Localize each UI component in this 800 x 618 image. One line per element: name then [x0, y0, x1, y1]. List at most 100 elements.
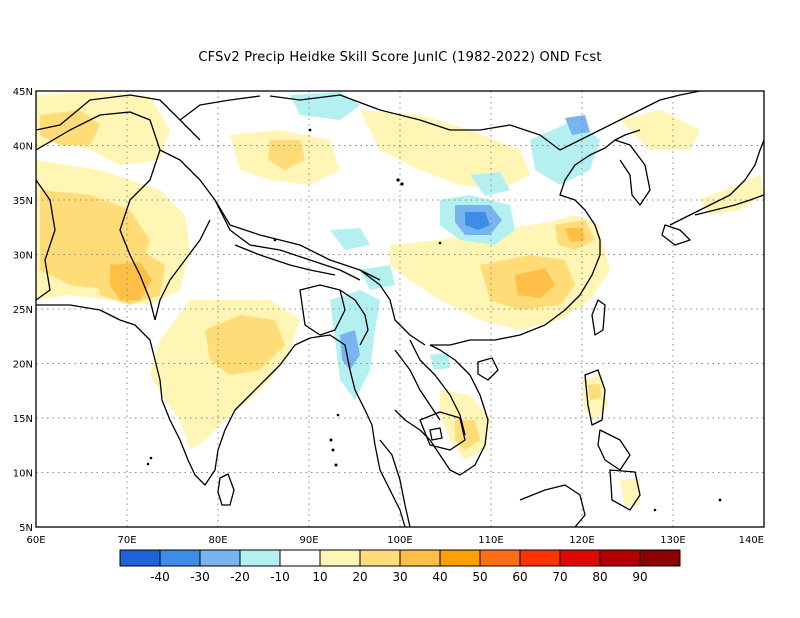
border-laos-vietnam: [409, 339, 466, 436]
plot-frame: [35, 90, 765, 528]
lat-tick: 10N: [13, 469, 33, 480]
coast-visayas: [597, 429, 631, 471]
coast-japan-honshu: [669, 139, 764, 226]
border-mongolia-china: [269, 94, 561, 151]
shade-yangtze-core: [565, 228, 585, 242]
lon-tick: 140E: [739, 535, 764, 546]
colorbar-labels: -40 -30 -20 -10 10 20 30 40 50 60 70 80 …: [150, 570, 647, 584]
shade-south-china-core: [515, 268, 555, 298]
colorbar-label: 70: [552, 570, 567, 584]
border-kazakh: [179, 95, 261, 121]
border-nepal-bhutan: [234, 244, 336, 276]
coast-taiwan: [591, 299, 606, 336]
shade-north-china-blue: [530, 120, 600, 185]
colorbar-swatch: [399, 549, 441, 567]
lake-tonle-sap: [429, 427, 443, 441]
coast-malay: [379, 439, 411, 527]
border-india-myanmar: [339, 289, 369, 346]
shade-sw-china-blue: [360, 265, 395, 290]
shade-luzon: [588, 384, 601, 400]
colorbar: [119, 549, 681, 567]
shade-mongolia-blue: [290, 92, 360, 120]
colorbar-swatch: [519, 549, 561, 567]
shade-tibet-spot: [268, 140, 305, 170]
lat-tick: 45N: [13, 87, 33, 98]
colorbar-swatch: [279, 549, 321, 567]
colorbar-label: 60: [512, 570, 527, 584]
border-china-russia: [559, 91, 701, 151]
shade-northwest: [36, 92, 170, 165]
colorbar-swatch: [439, 549, 481, 567]
colorbar-swatch: [159, 549, 201, 567]
border-china-west: [159, 149, 381, 281]
lon-tick: 120E: [569, 535, 594, 546]
colorbar-swatch: [319, 549, 361, 567]
lat-tick: 15N: [13, 414, 33, 425]
colorbar-label: 30: [392, 570, 407, 584]
shade-hainan-blue: [430, 352, 450, 370]
coast-bengal-east: [309, 334, 406, 527]
colorbar-label: -10: [270, 570, 290, 584]
coast-sri-lanka: [217, 473, 235, 506]
coast-japan-east: [694, 194, 764, 216]
shade-north-china-core: [565, 115, 590, 135]
lon-tick: 70E: [117, 535, 136, 546]
shade-myanmar-core: [340, 330, 360, 370]
border-bangladesh: [299, 284, 346, 336]
border-korea-china: [614, 129, 641, 141]
colorbar-swatch: [479, 549, 521, 567]
colorbar-label: 40: [432, 570, 447, 584]
colorbar-swatch: [199, 549, 241, 567]
shade-mindanao: [620, 478, 640, 505]
shade-pakistan-core: [110, 262, 152, 300]
lon-tick: 130E: [660, 535, 685, 546]
lon-ticks: 60E 70E 80E 90E 100E 110E 120E 130E 140E: [26, 535, 764, 546]
coast-indochina: [394, 344, 489, 476]
colorbar-label: -40: [150, 570, 170, 584]
shade-japan: [700, 175, 764, 215]
border-afghan-pakistan: [36, 111, 161, 321]
coast-india-west: [36, 304, 311, 486]
coast-mindanao: [609, 469, 641, 511]
skill-shading: [36, 92, 764, 505]
shade-central-asia: [40, 110, 100, 145]
coast-borneo: [519, 484, 586, 527]
lon-tick: 100E: [387, 535, 412, 546]
lon-tick: 80E: [208, 535, 227, 546]
coast-japan-kyushu: [661, 224, 691, 246]
border-himalaya: [214, 199, 361, 281]
border-iran-afghan: [36, 179, 56, 301]
border-thai-laos: [394, 349, 441, 421]
shade-tibet-blue: [330, 228, 370, 250]
map-title: CFSv2 Precip Heidke Skill Score JunIC (1…: [198, 50, 602, 65]
shade-mongolia-belt: [360, 110, 530, 190]
lat-tick: 25N: [13, 305, 33, 316]
colorbar-swatch: [639, 549, 681, 567]
colorbar-label: 90: [632, 570, 647, 584]
shade-sichuan-deep: [465, 212, 490, 230]
coast-korea: [614, 139, 651, 206]
colorbar-label: -20: [230, 570, 250, 584]
shade-taklamakan-blue: [470, 172, 510, 196]
colorbar-swatch: [119, 549, 161, 567]
shade-korea-north: [620, 110, 700, 150]
lat-tick: 20N: [13, 360, 33, 371]
lat-ticks: 45N 40N 35N 30N 25N 20N 15N 10N 5N: [13, 87, 33, 534]
colorbar-label: 50: [472, 570, 487, 584]
coast-south-china: [430, 139, 616, 346]
lat-tick: 40N: [13, 142, 33, 153]
coast-luzon: [584, 369, 606, 426]
lat-tick: 5N: [19, 523, 33, 534]
lon-tick: 60E: [26, 535, 45, 546]
colorbar-label: 20: [352, 570, 367, 584]
colorbar-swatch: [599, 549, 641, 567]
shade-india-east: [205, 315, 285, 375]
small-islands: [146, 128, 722, 512]
border-myanmar-china: [359, 269, 426, 346]
colorbar-swatch: [559, 549, 601, 567]
colorbar-label: 10: [312, 570, 327, 584]
colorbar-swatch: [239, 549, 281, 567]
border-india-pakistan: [154, 219, 211, 321]
lon-tick: 90E: [299, 535, 318, 546]
